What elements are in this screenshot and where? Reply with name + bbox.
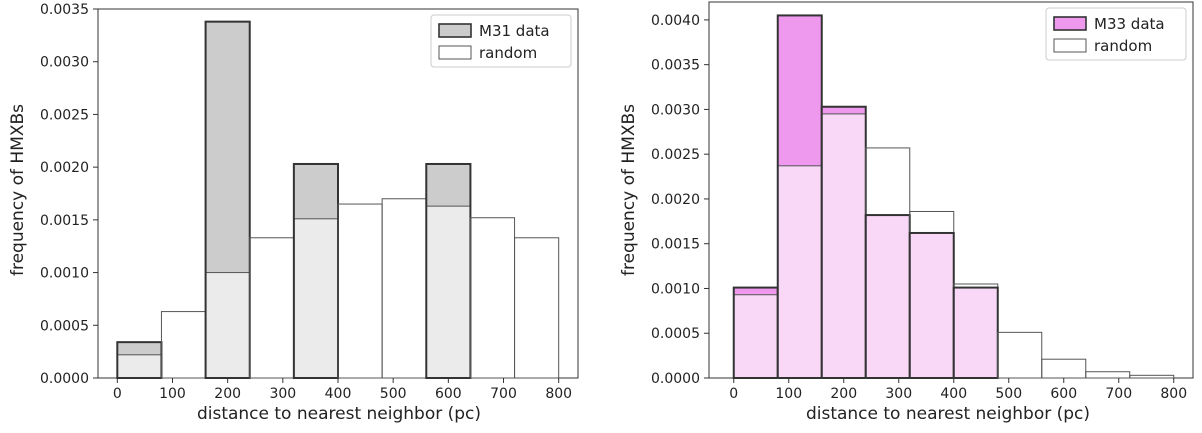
m31-y-axis-label: frequency of HMXBs — [8, 104, 28, 276]
m31-x-tick-label-3: 300 — [269, 386, 296, 402]
m31-overlap-bar-0 — [117, 354, 162, 378]
m33-x-tick-label-3: 300 — [885, 386, 912, 402]
m31-histogram-panel: frequency of HMXBs distance to nearest n… — [8, 2, 579, 424]
m31-overlap-bar-4 — [293, 218, 338, 378]
m33-x-tick-label-2: 200 — [830, 386, 857, 402]
m33-overlap-bar-3 — [865, 215, 910, 378]
m33-y-tick-label-1: 0.0005 — [651, 326, 700, 342]
m31-overlap-bar-7 — [426, 206, 471, 378]
m33-overlap-bar-4 — [909, 232, 954, 378]
m31-legend-data-swatch — [438, 23, 472, 38]
m33-y-tick-label-8: 0.0040 — [651, 13, 700, 29]
m31-x-tick-label-2: 200 — [214, 386, 241, 402]
m31-legend-random-swatch — [438, 45, 472, 60]
m33-y-tick-label-5: 0.0025 — [651, 147, 700, 163]
m31-x-tick-label-4: 400 — [325, 386, 352, 402]
m31-legend: M31 data random — [430, 14, 572, 68]
m33-random-bar-9 — [1129, 374, 1175, 379]
m33-overlap-bar-5 — [953, 287, 998, 378]
m31-y-tick-label-7: 0.0035 — [40, 2, 89, 18]
m33-y-tick-label-2: 0.0010 — [651, 281, 700, 297]
m31-random-bar-3 — [249, 237, 295, 379]
m31-x-tick-label-1: 100 — [159, 386, 186, 402]
m33-legend: M33 data random — [1045, 7, 1187, 61]
m31-bars — [116, 20, 560, 380]
m33-random-bar-8 — [1085, 371, 1131, 379]
m33-x-tick-label-4: 400 — [940, 386, 967, 402]
m33-data-excess-bar-1 — [777, 15, 822, 166]
m31-data-excess-bar-7 — [426, 163, 471, 207]
m33-data-excess-bar-2 — [821, 106, 866, 114]
m33-y-tick-label-4: 0.0020 — [651, 192, 700, 208]
m31-random-bar-1 — [160, 311, 207, 379]
m33-x-tick-label-8: 800 — [1160, 386, 1187, 402]
m31-y-tick-label-3: 0.0015 — [40, 213, 89, 229]
m31-y-tick-label-4: 0.0020 — [40, 160, 89, 176]
m31-random-bar-6 — [381, 198, 427, 379]
m31-x-axis-label: distance to nearest neighbor (pc) — [197, 404, 481, 424]
m31-y-tick-label-1: 0.0005 — [40, 318, 89, 334]
m33-legend-data-label: M33 data — [1094, 15, 1165, 33]
m31-random-bar-8 — [469, 217, 516, 379]
m31-y-tick-label-2: 0.0010 — [40, 266, 89, 282]
m31-y-tick-label-6: 0.0030 — [40, 55, 89, 71]
m33-y-tick-label-6: 0.0030 — [651, 102, 700, 118]
m33-x-tick-label-0: 0 — [729, 386, 738, 402]
m33-bars — [732, 14, 1175, 380]
m33-y-tick-label-3: 0.0015 — [651, 237, 700, 253]
m31-legend-random-label: random — [479, 44, 537, 62]
m33-y-tick-label-7: 0.0035 — [651, 58, 700, 74]
m31-x-tick-label-6: 600 — [435, 386, 462, 402]
m33-random-bar-7 — [1041, 358, 1087, 379]
m33-x-tick-label-5: 500 — [995, 386, 1022, 402]
m31-random-bar-5 — [337, 203, 383, 379]
m31-y-tick-label-5: 0.0025 — [40, 107, 89, 123]
m33-x-tick-label-7: 700 — [1105, 386, 1132, 402]
m33-data-excess-bar-0 — [733, 287, 778, 295]
m33-y-axis-label: frequency of HMXBs — [619, 104, 639, 276]
m33-overlap-bar-0 — [733, 294, 778, 378]
m33-overlap-bar-1 — [777, 165, 822, 378]
m33-legend-random-label: random — [1094, 37, 1152, 55]
m33-overlap-bar-2 — [821, 113, 866, 379]
m33-x-tick-label-1: 100 — [775, 386, 802, 402]
m33-legend-data-swatch — [1053, 16, 1087, 31]
m33-x-axis-label: distance to nearest neighbor (pc) — [806, 404, 1090, 424]
m31-x-tick-label-0: 0 — [113, 386, 122, 402]
m31-legend-data-label: M31 data — [479, 22, 550, 40]
m31-y-tick-label-0: 0.0000 — [40, 371, 89, 387]
m33-histogram-panel: frequency of HMXBs distance to nearest n… — [619, 1, 1194, 424]
m31-x-tick-label-8: 800 — [545, 386, 572, 402]
m31-x-tick-label-5: 500 — [380, 386, 407, 402]
m33-y-tick-label-0: 0.0000 — [651, 371, 700, 387]
m31-overlap-bar-2 — [205, 272, 250, 378]
m31-x-tick-label-7: 700 — [490, 386, 517, 402]
m33-random-bar-6 — [997, 331, 1043, 379]
m31-data-excess-bar-0 — [117, 342, 162, 355]
m31-data-excess-bar-4 — [293, 163, 338, 219]
m31-random-bar-9 — [514, 237, 560, 379]
m31-data-excess-bar-2 — [205, 21, 250, 273]
m33-legend-random-swatch — [1053, 38, 1087, 53]
m33-x-tick-label-6: 600 — [1050, 386, 1077, 402]
